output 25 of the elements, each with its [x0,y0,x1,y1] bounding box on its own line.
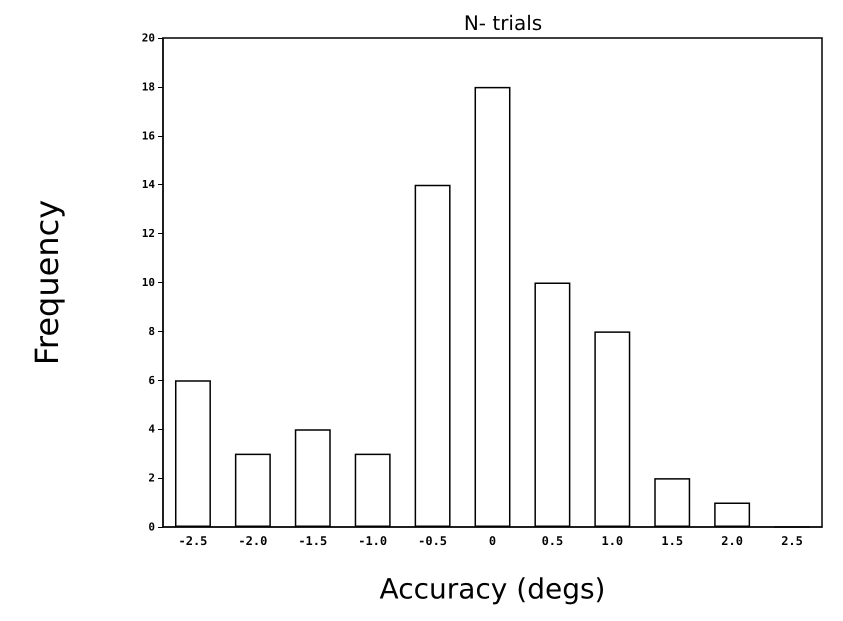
chart-title: N- trials [464,11,542,35]
x-axis-title: Accuracy (degs) [380,572,606,606]
x-tick-label: -0.5 [418,534,448,548]
y-tick-label: 16 [142,129,156,142]
x-tick-label: -2.0 [238,534,268,548]
x-tick-label: -2.5 [178,534,208,548]
x-tick-label: -1.5 [298,534,328,548]
y-tick-label: 8 [148,324,155,338]
x-tick-label: 2.0 [721,534,743,548]
x-tick-label: 0.5 [542,534,564,548]
x-tick-label: 0 [488,534,496,548]
y-axis-title: Frequency [28,200,66,366]
x-tick-label: 1.0 [601,534,624,548]
y-tick-label: 4 [148,422,156,436]
y-tick-label: 2 [148,472,155,485]
y-tick-label: 0 [148,520,155,534]
y-tick-label: 14 [142,178,156,192]
x-tick-label: 1.5 [661,534,684,548]
x-tick-label: -1.0 [358,534,388,548]
x-tick-label: 2.5 [781,534,803,548]
y-tick-label: 18 [142,80,155,94]
y-tick-label: 10 [142,276,155,289]
y-tick-label: 20 [142,32,155,44]
y-tick-label: 6 [148,374,156,387]
y-tick-label: 12 [142,227,155,240]
